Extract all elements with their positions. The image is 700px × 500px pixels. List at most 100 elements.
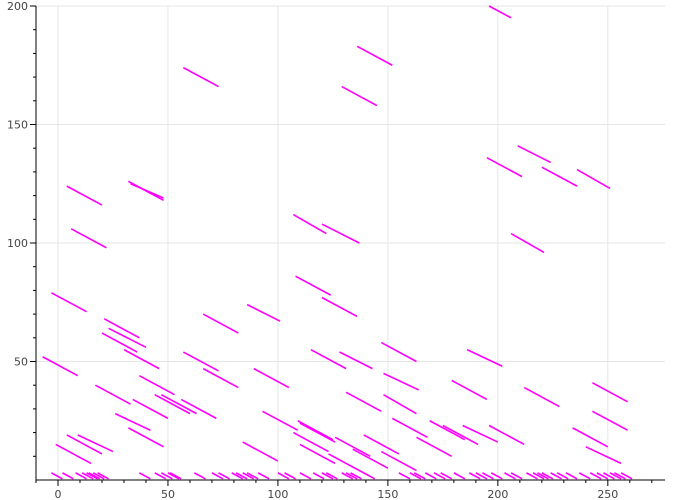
segment-mark [101,332,138,353]
segment-mark [310,348,347,370]
segment-mark [383,372,420,391]
bottom-dash-mark [510,472,523,480]
bottom-dash-mark [424,472,437,480]
segment-mark [160,393,197,415]
segment-mark [295,275,332,296]
bottom-dash-mark [541,472,554,480]
segment-mark [321,296,358,318]
segment-mark [416,436,453,458]
y-tick-label: 150 [7,119,28,132]
bottom-dash-mark [86,472,98,480]
segment-mark [299,422,336,443]
y-tick-label: 100 [7,237,28,250]
bottom-dash-mark [97,472,109,480]
bottom-dash-mark [363,472,376,480]
segment-mark [585,446,622,465]
segment-mark [328,453,365,474]
bottom-dash-mark [440,472,453,480]
segment-mark [345,391,382,412]
segment-mark [297,420,334,441]
segment-mark [66,434,103,455]
segment-mark [429,420,466,441]
segment-mark [541,166,578,187]
bottom-dash-mark [257,472,270,480]
bottom-dash-mark [284,472,296,480]
segment-mark [523,386,560,408]
segment-mark [55,443,92,465]
bottom-dash-mark [345,472,358,480]
segment-mark [380,450,417,472]
segment-mark [202,367,239,389]
segment-mark [466,348,503,367]
bottom-dash-mark [550,472,563,480]
bottom-dash-mark [596,472,609,480]
segment-mark [182,66,219,88]
bottom-dash-mark [193,472,206,480]
segment-mark [246,303,281,322]
segment-mark [488,5,512,19]
segment-mark [339,351,373,370]
bottom-dash-mark [433,472,446,480]
bottom-dash-mark [475,472,488,480]
segment-mark [103,318,140,339]
bottom-dash-mark [620,472,633,480]
segment-mark [70,228,107,249]
segment-mark [572,427,609,448]
segment-mark [66,185,103,206]
axes: 50 100 150 200 0 50 100 150 200 250 [7,0,665,500]
bottom-dash-mark [277,472,290,480]
segment-mark [517,145,551,164]
bottom-dash-mark [350,472,362,480]
segment-mark [77,434,114,453]
segment-mark [138,375,175,396]
segment-mark [462,424,499,443]
segment-mark [488,424,525,446]
bottom-dash-mark [62,472,74,480]
bottom-dash-mark [246,472,259,480]
y-tick-label: 200 [7,0,28,13]
bottom-dash-mark [589,472,602,480]
segment-mark [202,313,239,334]
x-tick-label: 200 [487,488,508,500]
bottom-dash-mark [138,472,151,480]
y-tick-label: 50 [14,356,28,369]
bottom-dash-mark [490,472,503,480]
bottom-dash-mark [413,472,426,480]
bottom-dash-mark [453,472,466,480]
bottom-dash-mark [398,472,411,480]
bottom-dash-mark [160,472,173,480]
segment-mark [123,348,160,370]
bottom-dash-mark [532,472,545,480]
segment-mark [592,382,628,403]
segment-layer [42,5,633,480]
segment-mark [576,168,611,190]
segment-mark [380,341,417,363]
bottom-dash-mark [341,472,354,480]
segment-mark [132,398,169,420]
bottom-dash-mark [321,472,334,480]
segment-mark [114,412,151,431]
segment-mark [292,213,327,235]
x-tick-label: 50 [161,488,175,500]
x-tick-label: 0 [54,488,61,500]
segment-mark [383,393,417,415]
segment-mark [95,384,131,405]
bottom-dash-mark [154,472,167,480]
segment-mark [127,427,164,448]
bottom-dash-mark [526,472,538,480]
bottom-dash-mark [537,472,549,480]
segment-mark [451,379,488,401]
bottom-dash-mark [468,472,481,480]
segment-mark [341,85,378,107]
segment-mark [253,367,290,389]
segment-mark [292,431,329,453]
segment-mark [42,356,79,377]
segment-mark [108,327,147,348]
bottom-dash-mark [325,472,338,480]
bottom-dash-mark [603,472,615,480]
x-tick-label: 250 [597,488,618,500]
bottom-dash-mark [211,472,224,480]
segment-mark [262,410,299,431]
segment-mark [334,436,371,458]
